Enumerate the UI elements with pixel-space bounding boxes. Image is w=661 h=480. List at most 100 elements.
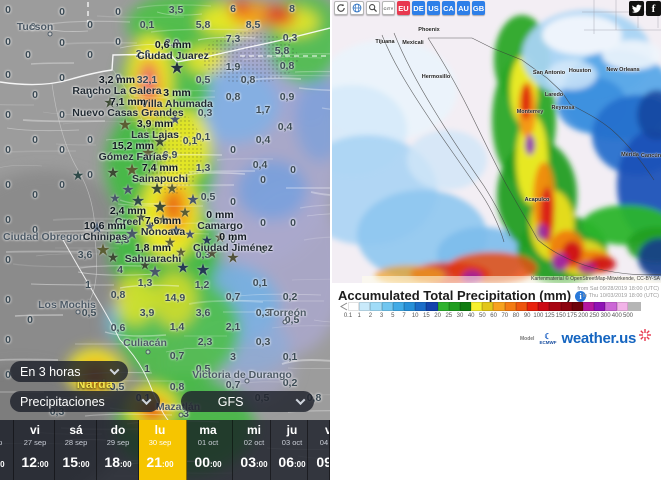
- globe-button[interactable]: [350, 1, 364, 15]
- station-star[interactable]: ★: [130, 193, 146, 210]
- accumulated-precipitation-map[interactable]: Tijuana Mexicali Phoenix Hermosillo San Anto…: [332, 0, 661, 283]
- timeline-cell[interactable]: ma 01 oct 00:00: [187, 420, 233, 480]
- station-star[interactable]: ★: [103, 94, 117, 112]
- station-star[interactable]: ★: [147, 264, 163, 281]
- station-star[interactable]: ★: [95, 240, 111, 260]
- search-icon: [369, 4, 378, 13]
- weather-us-logo[interactable]: weather.us: [561, 330, 636, 347]
- city-toggle-button[interactable]: CITY: [382, 1, 395, 15]
- station-star[interactable]: ★: [175, 244, 187, 260]
- precip-value-label: 0,1: [252, 277, 268, 289]
- station-star[interactable]: ★: [106, 164, 120, 182]
- station-star[interactable]: ★: [213, 229, 227, 245]
- timeline-cell[interactable]: vi 27 sep 12:00: [14, 420, 55, 480]
- station-value: 2,4 mm: [109, 205, 147, 217]
- twitter-button[interactable]: [629, 1, 644, 16]
- station-star[interactable]: ★: [135, 209, 147, 225]
- station-star[interactable]: ★: [124, 160, 140, 180]
- station-star[interactable]: ★: [201, 232, 213, 248]
- timeline-date: 29 sep: [106, 438, 130, 447]
- station-star[interactable]: ★: [153, 133, 167, 151]
- station-star[interactable]: ★: [184, 226, 196, 242]
- precip-value-label: 0,9: [279, 91, 295, 103]
- region-button-ca[interactable]: CA: [442, 1, 455, 15]
- region-button-gb[interactable]: GB: [472, 1, 485, 15]
- timeline-cell[interactable]: mi 02 oct 03:00: [233, 420, 271, 480]
- timeline-cell[interactable]: do 29 sep 18:00: [97, 420, 139, 480]
- facebook-button[interactable]: f: [646, 1, 661, 16]
- station-annotation: 15,2 mm Gómez Farías: [99, 141, 168, 163]
- station-star[interactable]: ★: [117, 117, 133, 134]
- scale-cell: [616, 302, 628, 311]
- wind-precipitation-map[interactable]: 0 0 0 0 0 0 0 0 0 0 0 0 0 0 0 0 0 0 0 0 0 0 0 0 0 0 0 0 0 0 0 0 3,5 6 8 0,1…: [0, 0, 330, 480]
- region-button-de[interactable]: DE: [412, 1, 425, 15]
- timeline-cell[interactable]: lu 30 sep 21:00: [139, 420, 187, 480]
- station-star[interactable]: ★: [90, 219, 104, 237]
- precip-value-label: 3,6: [77, 249, 93, 261]
- station-star[interactable]: ★: [109, 190, 121, 206]
- precip-value-label: 0: [5, 254, 11, 266]
- station-star[interactable]: ★: [169, 222, 183, 238]
- scale-tick: 50: [479, 313, 486, 319]
- forecast-period: from Sat 09/28/2019 18:00 (UTC) to Thu 1…: [577, 286, 659, 300]
- station-annotation: 7,4 mm Sainapuchi: [132, 163, 188, 185]
- station-value: 3,9 mm: [136, 118, 174, 130]
- scale-cell: [437, 302, 449, 311]
- precip-value-label: 0: [87, 169, 93, 181]
- station-value: 0 mm: [206, 209, 234, 221]
- timeline-cell[interactable]: vi04 oct 09:00: [308, 420, 330, 480]
- timeline-time: 21:00: [146, 454, 174, 470]
- city-label: Reynosa: [551, 105, 575, 111]
- region-button-au[interactable]: AU: [457, 1, 470, 15]
- timeline-cell[interactable]: sá 28 sep 15:00: [55, 420, 97, 480]
- reload-button[interactable]: [334, 1, 348, 15]
- station-star[interactable]: ★: [121, 181, 135, 199]
- precip-value-label: 2,9: [164, 37, 180, 49]
- precip-value-label: 0,5: [109, 381, 125, 393]
- station-star[interactable]: ★: [124, 226, 140, 243]
- station-star[interactable]: ★: [139, 257, 151, 273]
- station-star[interactable]: ★: [144, 218, 156, 234]
- station-value: 7,1 mm: [109, 96, 147, 108]
- station-star[interactable]: ★: [178, 204, 192, 220]
- station-annotation: 3 mm Villa Ahumada: [141, 88, 213, 110]
- station-star[interactable]: ★: [71, 167, 85, 183]
- scale-tick: 60: [490, 313, 497, 319]
- search-button[interactable]: [366, 1, 380, 15]
- region-button-eu[interactable]: EU: [397, 1, 410, 15]
- station-star[interactable]: ★: [186, 191, 200, 209]
- station-star[interactable]: ★: [169, 58, 185, 78]
- layer-dropdown[interactable]: Precipitaciones: [10, 391, 160, 412]
- precip-value-label: 0: [115, 72, 121, 84]
- precip-value-label: 0,1: [182, 135, 198, 147]
- city-label: Phoenix: [418, 27, 440, 33]
- timeline-day: sá: [69, 423, 83, 437]
- timeline-cell[interactable]: ju26 sep 09:00: [0, 420, 14, 480]
- info-icon[interactable]: i: [575, 291, 587, 302]
- station-star[interactable]: ★: [226, 249, 240, 267]
- station-star[interactable]: ★: [140, 145, 156, 162]
- precip-value-label: 0,6: [110, 322, 126, 334]
- station-star[interactable]: ★: [168, 111, 182, 127]
- station-star[interactable]: ★: [176, 259, 190, 277]
- station-star[interactable]: ★: [165, 180, 179, 196]
- station-star[interactable]: ★: [205, 245, 219, 261]
- precip-value-label: 1,2: [194, 279, 210, 291]
- station-name: Nonoava: [140, 226, 186, 238]
- model-dropdown[interactable]: GFS: [181, 391, 314, 412]
- station-star[interactable]: ★: [149, 181, 165, 198]
- precip-value-label: 0: [5, 179, 11, 191]
- region-button-us[interactable]: US: [427, 1, 440, 15]
- scale-tick: 400: [611, 313, 622, 319]
- station-star[interactable]: ★: [152, 197, 168, 217]
- timeline-time: 12:00: [21, 454, 49, 470]
- station-star[interactable]: ★: [156, 211, 170, 229]
- station-value: 7,6 mm: [144, 215, 182, 227]
- station-star[interactable]: ★: [195, 260, 211, 280]
- station-star[interactable]: ★: [106, 249, 120, 265]
- station-star[interactable]: ★: [163, 234, 177, 250]
- time-range-dropdown[interactable]: En 3 horas: [10, 361, 128, 382]
- timeline-date: 28 sep: [64, 438, 88, 447]
- timeline-cell[interactable]: ju 03 oct 06:00: [271, 420, 308, 480]
